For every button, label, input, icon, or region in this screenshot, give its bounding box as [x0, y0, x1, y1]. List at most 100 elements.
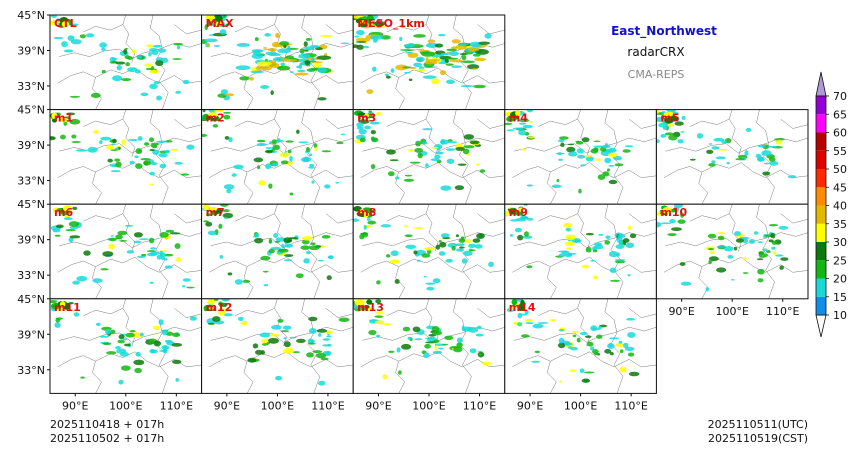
echo-cell [623, 342, 629, 349]
echo-cell [275, 32, 280, 39]
echo-cell [309, 163, 315, 168]
boundary-line [122, 204, 136, 252]
echo-cell [249, 76, 254, 81]
echo-cell [627, 332, 636, 338]
echo-cell [461, 258, 468, 264]
echo-cell [426, 286, 435, 291]
echo-cell [327, 256, 332, 259]
echo-cell [509, 233, 514, 237]
echo-cell [780, 257, 789, 261]
echo-cell [656, 139, 660, 144]
panel-label: m9 [509, 206, 528, 219]
echo-cell [118, 334, 125, 340]
echo-cell [556, 179, 560, 183]
echo-cell [604, 157, 612, 164]
echo-cell [108, 237, 117, 242]
echo-cell [606, 168, 611, 172]
echo-cell [159, 232, 169, 238]
echo-cell [775, 254, 784, 257]
echo-cell [133, 359, 145, 366]
echo-cell [163, 345, 167, 351]
echo-cell [680, 281, 692, 286]
echo-cell [667, 233, 677, 237]
echo-cell [70, 39, 82, 45]
echo-cell [156, 140, 168, 143]
init-time-utc: 2025110418 + 017h [50, 418, 164, 431]
echo-cell [707, 248, 715, 251]
echo-cell [109, 61, 117, 64]
colorbar-segment [816, 169, 826, 188]
echo-cell [409, 161, 421, 164]
echo-cell [681, 115, 686, 120]
echo-cell [355, 41, 367, 43]
echo-cell [451, 245, 456, 251]
echo-cell [618, 340, 623, 344]
echo-cell [83, 250, 91, 256]
boundary-line [512, 256, 657, 273]
echo-cell [367, 220, 377, 225]
echo-cell [212, 124, 219, 128]
boundary-line [780, 118, 809, 129]
echo-cell [223, 114, 231, 120]
map-panel: m4 [504, 109, 657, 205]
echo-cell [79, 34, 86, 39]
echo-cell [254, 237, 264, 244]
echo-cell [106, 351, 117, 355]
echo-cell [474, 244, 483, 249]
colorbar-segment [816, 242, 826, 261]
echo-cell [370, 129, 376, 135]
echo-cell [389, 259, 400, 264]
echo-cell [308, 316, 318, 322]
echo-cell [322, 338, 331, 341]
boundary-line [274, 109, 287, 157]
echo-cell [604, 143, 609, 148]
echo-cell [604, 348, 612, 354]
echo-cell [234, 279, 243, 285]
echo-cell [110, 149, 119, 151]
echo-cell [100, 268, 109, 271]
echo-cell [446, 48, 458, 52]
panel-label: m4 [509, 112, 528, 125]
echo-cell [283, 325, 292, 330]
echo-cell [317, 67, 328, 73]
panel-label: m3 [357, 112, 376, 125]
echo-cell [403, 71, 411, 74]
echo-cell [476, 163, 480, 166]
echo-cell [576, 148, 584, 154]
echo-cell [61, 41, 68, 48]
echo-cell [223, 184, 235, 190]
echo-cell [363, 224, 367, 230]
echo-cell [62, 205, 73, 212]
boundary-line [209, 67, 354, 84]
echo-cell [382, 374, 388, 380]
echo-cell [121, 139, 127, 145]
echo-cell [263, 283, 269, 287]
echo-cell [279, 248, 288, 251]
boundary-line [628, 118, 657, 129]
echo-cell [201, 133, 208, 137]
echo-cell [395, 176, 400, 180]
map-panel: m14 [504, 298, 657, 394]
echo-cell [61, 21, 70, 28]
echo-cell [399, 49, 415, 51]
echo-cell [124, 48, 129, 50]
boundary-line [538, 308, 578, 317]
map-panel: CTL [49, 14, 203, 111]
echo-cell [50, 15, 57, 19]
echo-cell [504, 212, 509, 217]
echo-cell [580, 164, 586, 167]
lon-tick-label: 90°E [62, 399, 88, 412]
lat-tick-label: 45°N [17, 293, 45, 306]
echo-cell [118, 239, 128, 242]
echo-cell [186, 144, 195, 150]
echo-cell [664, 116, 674, 124]
echo-cell [449, 59, 463, 63]
echo-cell [63, 49, 74, 53]
echo-cell [296, 338, 306, 344]
echo-cell [93, 129, 99, 134]
echo-cell [527, 136, 536, 139]
lon-tick-label: 90°E [517, 399, 543, 412]
echo-cell [283, 341, 291, 348]
echo-cell [218, 223, 223, 229]
echo-cell [231, 173, 237, 177]
